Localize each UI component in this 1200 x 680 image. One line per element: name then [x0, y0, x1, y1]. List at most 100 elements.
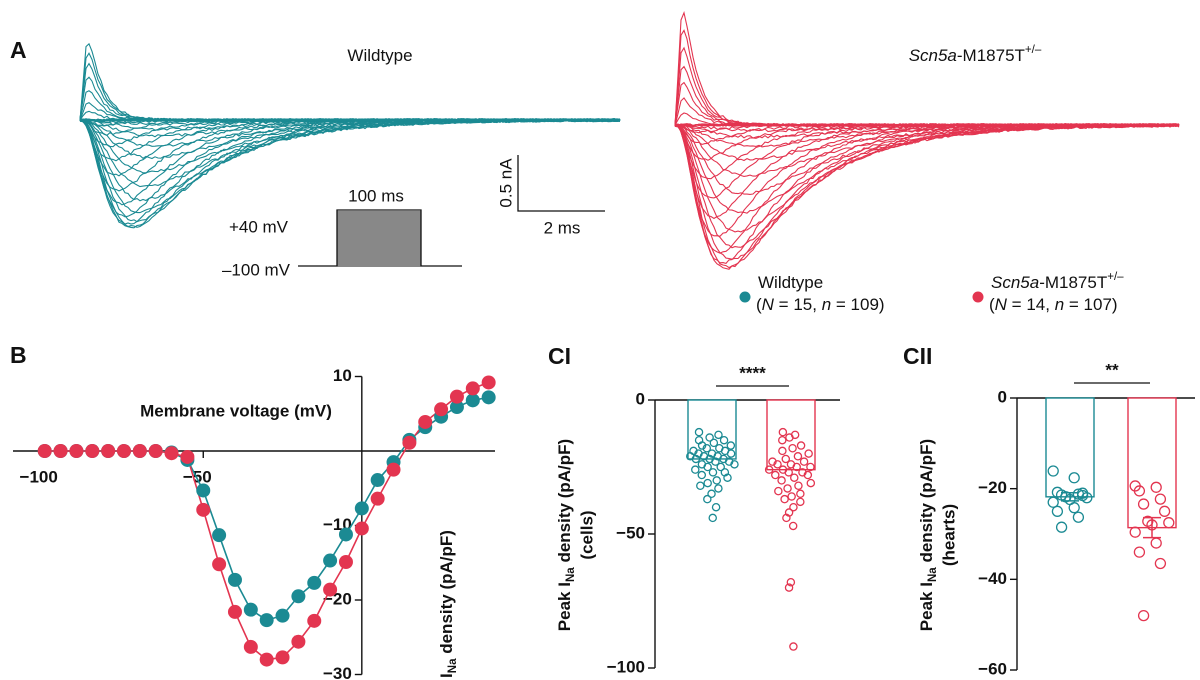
data-point — [465, 393, 480, 408]
scale-bar — [517, 155, 605, 212]
data-point — [784, 583, 794, 592]
y-axis-label: INa density (pA/pF) — [437, 530, 459, 678]
y-tick-label: −60 — [978, 659, 1007, 678]
data-point — [781, 454, 791, 464]
current-trace — [674, 123, 1180, 127]
data-point — [764, 465, 774, 474]
text-part: Na — [447, 658, 459, 673]
data-point — [712, 476, 721, 485]
legend-detail: (N = 14, n = 107) — [989, 295, 1118, 314]
current-trace — [79, 118, 621, 223]
data-point — [37, 444, 52, 458]
data-point — [703, 494, 712, 504]
data-point — [782, 513, 791, 523]
text-part: Peak I — [555, 582, 574, 631]
data-point — [1068, 472, 1080, 484]
data-point — [53, 444, 68, 458]
data-point — [784, 468, 793, 477]
data-point — [1051, 505, 1064, 517]
data-point — [418, 414, 433, 429]
data-point — [730, 460, 739, 469]
data-point — [1072, 511, 1085, 523]
data-point — [768, 457, 777, 466]
text-part: density (pA/pF) — [555, 439, 574, 567]
data-point — [386, 462, 401, 477]
y-axis-label: (cells) — [577, 510, 596, 559]
text-part: ( — [989, 295, 995, 314]
data-point — [243, 602, 258, 617]
data-point — [370, 491, 385, 506]
current-trace — [674, 81, 1180, 127]
data-point — [481, 390, 496, 405]
panel-title: Scn5a-M1875T+/– — [909, 44, 1042, 65]
data-point — [291, 589, 306, 604]
data-point — [804, 449, 813, 458]
data-point — [778, 427, 788, 437]
text-part: -M1875T — [1039, 273, 1107, 292]
text-part: = 107) — [1064, 295, 1117, 314]
text-part: +/– — [1107, 271, 1124, 283]
panel-label: CII — [903, 343, 932, 369]
scale-current: 0.5 nA — [496, 158, 515, 208]
data-point — [789, 502, 798, 512]
data-point — [799, 457, 809, 466]
data-point — [164, 446, 179, 461]
data-point — [354, 501, 369, 516]
data-point — [307, 613, 322, 628]
data-point — [773, 460, 782, 469]
data-point — [291, 634, 306, 649]
data-point — [1137, 609, 1150, 622]
y-tick-label: −20 — [978, 478, 1007, 497]
text-part: N — [762, 295, 775, 314]
data-point — [774, 486, 783, 496]
data-point — [1133, 485, 1146, 497]
data-point — [723, 473, 732, 482]
current-trace — [674, 123, 1180, 260]
error-bar — [1143, 516, 1161, 539]
data-point — [1150, 537, 1162, 549]
data-point — [711, 502, 721, 512]
protocol-duration: 100 ms — [348, 186, 404, 205]
text-part: Wildtype — [758, 273, 823, 292]
text-part: Scn5a — [909, 46, 957, 65]
current-trace — [674, 123, 1180, 127]
legend-marker — [739, 291, 751, 303]
legend-label: Scn5a-M1875T+/– — [991, 271, 1124, 292]
data-point — [790, 473, 799, 482]
data-point — [726, 441, 736, 450]
data-point — [788, 443, 797, 453]
data-point — [697, 470, 707, 480]
data-point — [708, 468, 718, 477]
data-point — [1068, 502, 1080, 514]
current-trace — [674, 124, 1180, 233]
data-point — [711, 457, 720, 466]
voltage-protocol — [298, 209, 462, 267]
data-point — [780, 494, 789, 504]
data-point — [726, 449, 736, 458]
significance-label: ** — [1105, 360, 1119, 379]
data-point — [1163, 517, 1175, 529]
legend-marker — [972, 291, 984, 303]
data-point — [703, 478, 712, 488]
current-traces — [79, 10, 1180, 270]
text-part: = 109) — [831, 295, 884, 314]
text-part: ( — [756, 295, 762, 314]
protocol-step: +40 mV — [229, 217, 289, 236]
data-point — [196, 483, 211, 498]
text-part: Scn5a — [991, 273, 1039, 292]
data-point — [777, 476, 786, 485]
data-point — [1154, 493, 1167, 505]
text-part: Na — [927, 567, 939, 582]
data-point — [787, 492, 796, 501]
data-point — [1158, 505, 1171, 517]
y-tick-label: 0 — [636, 389, 645, 408]
y-tick-label: 0 — [998, 387, 1007, 406]
data-point — [449, 400, 464, 415]
y-tick-label: 10 — [333, 366, 352, 385]
data-point — [1150, 481, 1162, 493]
text-part: Peak I — [917, 582, 936, 631]
data-point — [1047, 465, 1059, 477]
data-point — [338, 555, 353, 570]
data-point — [803, 470, 813, 480]
